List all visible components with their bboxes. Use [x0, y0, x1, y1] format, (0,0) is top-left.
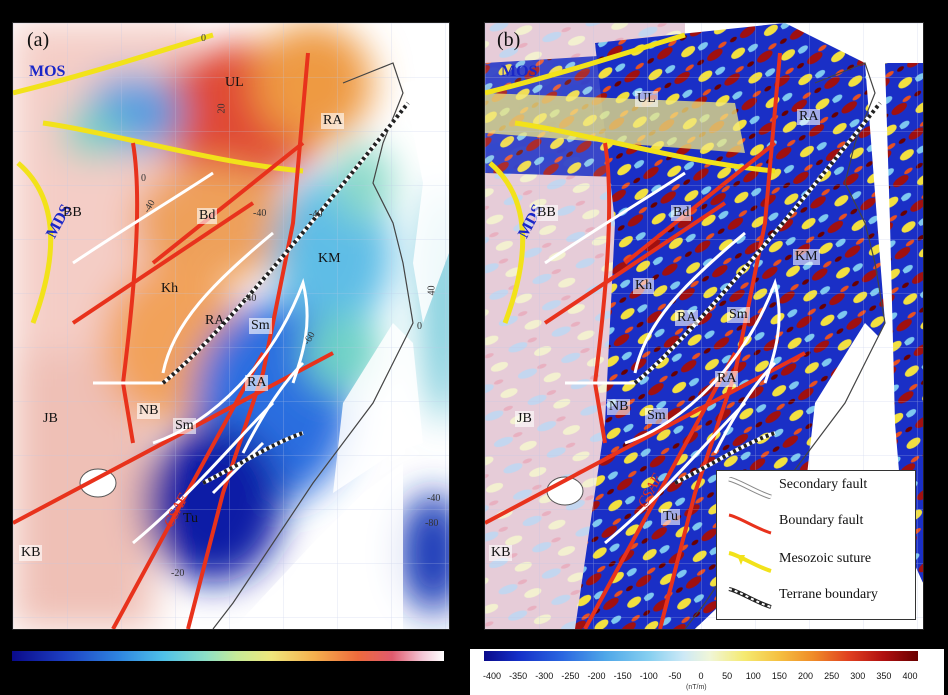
colorbar-tick-label: -150 — [613, 671, 632, 681]
map-panel-a: (a) MOS MDS UL RA BB Bd KM Kh RA Sm RA J… — [12, 22, 450, 630]
legend-label-secondary-fault: Secondary fault — [779, 477, 868, 492]
terrane-boundary-symbol-icon — [728, 587, 772, 609]
colorbar-a — [12, 651, 444, 661]
terrane-label-bb: BB — [63, 205, 82, 220]
terrane-label-sm-south: Sm — [645, 408, 668, 424]
terrane-label-mos: MOS — [501, 63, 538, 80]
terrane-label-ra-middle: RA — [205, 313, 225, 328]
contour-label: -40 — [243, 293, 257, 304]
mesozoic-suture-symbol-icon — [728, 551, 772, 573]
panel-b-label: (b) — [497, 29, 521, 51]
gravity-anomaly-map — [13, 23, 449, 629]
legend-item-terrane-boundary: Terrane boundary — [727, 583, 912, 613]
terrane-label-bb: BB — [535, 205, 558, 221]
terrane-label-bd: Bd — [671, 205, 692, 221]
colorbar-tick-label: 250 — [824, 671, 840, 681]
terrane-label-ul: UL — [225, 75, 244, 90]
terrane-label-kh: Kh — [161, 281, 179, 296]
contour-label: 40 — [426, 285, 438, 296]
terrane-label-jb: JB — [43, 411, 58, 426]
colorbar-tick-label: -300 — [535, 671, 554, 681]
legend-label-boundary-fault: Boundary fault — [779, 513, 864, 528]
colorbar-tick-label: -50 — [668, 671, 682, 681]
colorbar-tick-label: -350 — [509, 671, 528, 681]
terrane-label-mos: MOS — [29, 63, 66, 80]
contour-label: 0 — [417, 321, 422, 332]
colorbar-tick-label: 350 — [876, 671, 892, 681]
panel-a-label: (a) — [27, 29, 50, 51]
colorbar-tick-label: 200 — [797, 671, 814, 681]
contour-label: 0 — [141, 173, 146, 184]
colorbar-tick-label: -100 — [639, 671, 658, 681]
terrane-label-ra-south: RA — [245, 375, 269, 391]
terrane-label-tu: Tu — [661, 509, 681, 525]
terrane-label-sm-north: Sm — [249, 318, 272, 334]
terrane-label-ra-south: RA — [715, 371, 739, 387]
legend-label-mesozoic-suture: Mesozoic suture — [779, 551, 872, 566]
contour-label: 20 — [216, 103, 228, 114]
terrane-label-sm-south: Sm — [173, 418, 196, 434]
colorbar-tick-label: 0 — [698, 671, 704, 681]
terrane-label-ra-middle: RA — [675, 310, 699, 326]
contour-label: -40 — [309, 209, 323, 220]
colorbar-tick-label: -400 — [482, 671, 502, 681]
terrane-label-km: KM — [793, 249, 820, 265]
secondary-fault-symbol-icon — [728, 477, 772, 499]
terrane-label-ra-north: RA — [321, 113, 345, 129]
colorbar-tick-label: 300 — [850, 671, 866, 681]
contour-label: -80 — [425, 518, 439, 529]
colorbar-tick-label: 100 — [745, 671, 761, 681]
terrane-label-bd: Bd — [197, 208, 218, 224]
terrane-label-tu: Tu — [183, 511, 199, 526]
terrane-label-kh: Kh — [633, 278, 655, 294]
colorbar-tick-label: 50 — [722, 671, 733, 681]
legend-item-mesozoic-suture: Mesozoic suture — [727, 547, 912, 577]
terrane-label-km: KM — [318, 251, 341, 266]
legend-label-terrane-boundary: Terrane boundary — [779, 587, 878, 602]
colorbar-tick-label: -250 — [561, 671, 580, 681]
contour-label: -40 — [427, 493, 441, 504]
terrane-label-nb: NB — [607, 399, 631, 415]
boundary-fault-symbol-icon — [728, 513, 772, 535]
terrane-label-ra-north: RA — [797, 109, 821, 125]
legend-item-boundary-fault: Boundary fault — [727, 509, 912, 539]
legend-item-secondary-fault: Secondary fault — [727, 473, 912, 503]
map-legend: Secondary fault Boundary fault Mesozoic … — [716, 470, 916, 620]
colorbar-tick-label: -200 — [587, 671, 606, 681]
terrane-label-kb: KB — [489, 545, 513, 561]
colorbar-tick-label: 150 — [771, 671, 787, 681]
colorbar-tick-label: 400 — [902, 671, 918, 681]
colorbar-b-unit: (nT/m) — [686, 684, 707, 691]
contour-label: -40 — [253, 208, 267, 219]
terrane-label-kb: KB — [19, 545, 43, 561]
terrane-label-nb: NB — [137, 403, 161, 419]
terrane-label-jb: JB — [515, 411, 534, 427]
contour-label: -20 — [171, 568, 185, 579]
colorbar-b — [484, 651, 918, 661]
terrane-label-sm-north: Sm — [727, 307, 750, 323]
terrane-label-ul: UL — [635, 91, 658, 107]
contour-label: 0 — [201, 33, 206, 44]
